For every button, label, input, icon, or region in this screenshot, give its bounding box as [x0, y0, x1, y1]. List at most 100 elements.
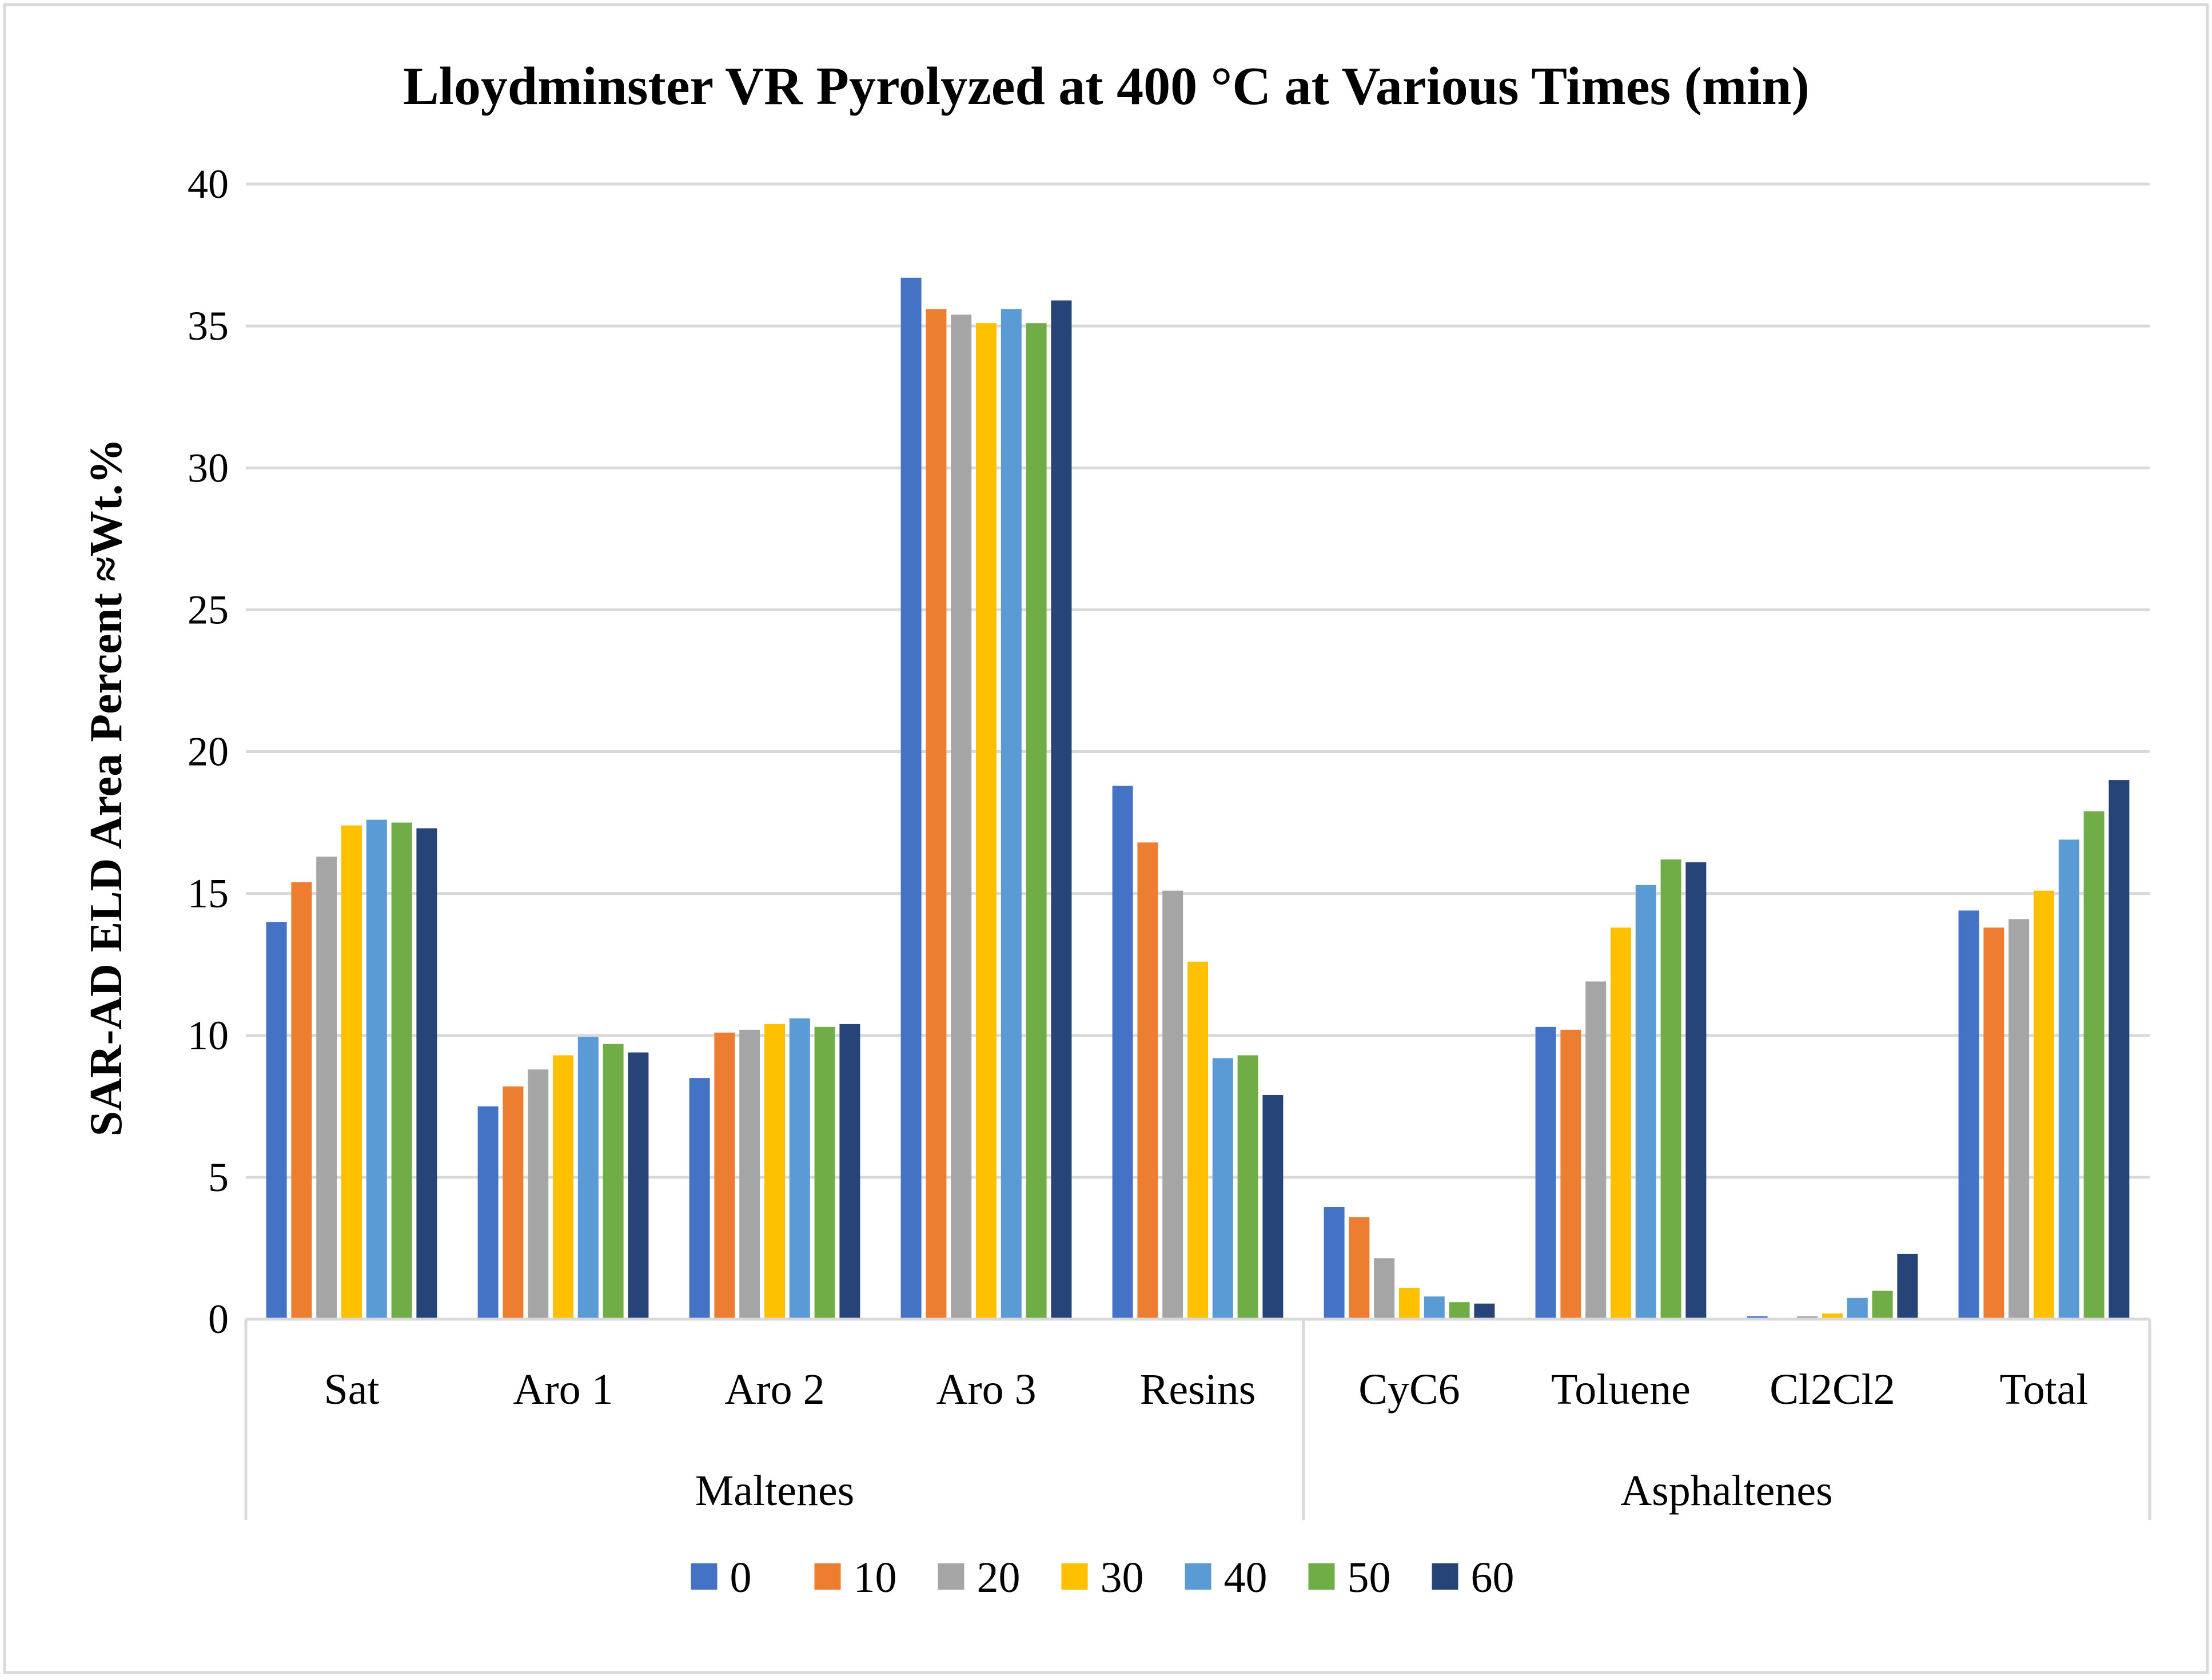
x-category-label: Resins — [1140, 1366, 1256, 1414]
bar — [900, 277, 922, 1320]
bar — [739, 1029, 760, 1319]
x-category-label: CyC6 — [1358, 1366, 1460, 1414]
legend-label: 10 — [854, 1554, 897, 1602]
bar — [714, 1032, 735, 1319]
y-tick-label: 30 — [188, 445, 229, 491]
y-tick-label: 40 — [188, 161, 229, 207]
bar — [1983, 927, 2004, 1319]
y-tick-label: 10 — [188, 1013, 229, 1058]
bar — [2058, 839, 2079, 1319]
bar — [1399, 1288, 1420, 1319]
bar — [391, 822, 412, 1319]
bar — [1660, 859, 1681, 1319]
bar — [603, 1044, 624, 1319]
y-tick-label: 20 — [188, 729, 229, 775]
bar — [1685, 862, 1707, 1319]
bar — [1585, 981, 1607, 1319]
x-category-label: Aro 3 — [936, 1366, 1036, 1414]
y-tick-label: 15 — [188, 871, 229, 917]
x-category-label: Total — [1999, 1366, 2088, 1414]
bar — [1349, 1217, 1370, 1319]
bar — [2109, 780, 2130, 1319]
legend-label: 60 — [1471, 1554, 1514, 1602]
bar — [1051, 300, 1072, 1319]
bar — [1162, 890, 1183, 1319]
legend-swatch — [1432, 1563, 1458, 1590]
bar — [2034, 890, 2054, 1319]
bar — [577, 1037, 599, 1319]
bar — [1137, 842, 1158, 1319]
bar — [764, 1024, 785, 1319]
bar — [951, 314, 972, 1319]
legend-swatch — [691, 1563, 718, 1590]
legend: 0 10 20 30 40 50 60 — [691, 1554, 1514, 1602]
bar — [266, 922, 287, 1319]
legend-swatch — [1308, 1563, 1335, 1590]
x-group-label: Maltenes — [695, 1467, 855, 1515]
bar — [1212, 1058, 1233, 1319]
x-group-label: Asphaltenes — [1620, 1467, 1832, 1515]
bar — [1374, 1258, 1395, 1319]
bar — [689, 1078, 710, 1319]
x-axis: 0 5 10 15 20 25 30 35 40 Sat Aro 1 Aro 2 Aro 3 Resins… — [188, 161, 2151, 1520]
y-tick-label: 0 — [208, 1296, 229, 1342]
bar — [2083, 811, 2105, 1319]
bar — [1449, 1302, 1470, 1319]
bar — [416, 828, 437, 1319]
bar — [1535, 1026, 1556, 1319]
y-tick-label: 35 — [188, 303, 229, 349]
x-category-label: Aro 2 — [724, 1366, 824, 1414]
bar — [976, 323, 997, 1319]
bar — [628, 1052, 649, 1319]
bar — [1847, 1297, 1868, 1319]
bar — [789, 1018, 810, 1319]
legend-label: 20 — [977, 1554, 1021, 1602]
bar-series — [266, 277, 2130, 1320]
bar — [1560, 1029, 1581, 1319]
bar — [553, 1055, 573, 1319]
bar — [316, 857, 337, 1319]
gridlines — [246, 182, 2150, 1179]
legend-swatch — [814, 1563, 841, 1590]
bar — [1187, 961, 1208, 1319]
x-category-label: Toluene — [1551, 1366, 1691, 1414]
bar — [1872, 1291, 1893, 1319]
bar — [2008, 919, 2030, 1319]
bar — [477, 1106, 499, 1319]
bar — [1635, 885, 1656, 1319]
legend-swatch — [938, 1563, 964, 1590]
legend-label: 0 — [730, 1554, 752, 1602]
bar — [341, 825, 362, 1319]
legend-label: 30 — [1101, 1554, 1144, 1602]
bar — [366, 819, 387, 1319]
bar — [1611, 927, 1631, 1319]
bar — [1958, 910, 1979, 1319]
bar — [1001, 309, 1022, 1319]
legend-label: 40 — [1224, 1554, 1268, 1602]
y-tick-label: 25 — [188, 587, 229, 632]
chart-title: Lloydminster VR Pyrolyzed at 400 °C at V… — [403, 57, 1810, 116]
bar — [291, 882, 312, 1319]
y-axis-label: SAR-AD ELD Area Percent ≈Wt.% — [81, 439, 131, 1137]
bar — [1822, 1313, 1843, 1319]
bar — [503, 1086, 524, 1319]
x-category-label: Cl2Cl2 — [1769, 1366, 1895, 1414]
bar — [839, 1024, 860, 1319]
bar — [814, 1026, 835, 1319]
legend-swatch — [1061, 1563, 1088, 1590]
bar — [1897, 1253, 1918, 1319]
legend-swatch — [1185, 1563, 1211, 1590]
bar — [1262, 1094, 1284, 1319]
y-tick-label: 5 — [208, 1154, 229, 1200]
x-category-label: Aro 1 — [513, 1366, 613, 1414]
bar — [528, 1069, 549, 1319]
chart-border — [3, 3, 2209, 1674]
bar — [1324, 1207, 1345, 1319]
bar — [1237, 1055, 1258, 1319]
bar — [926, 309, 947, 1319]
bar — [1424, 1296, 1445, 1319]
x-category-label: Sat — [324, 1366, 379, 1414]
bar — [1026, 323, 1047, 1319]
